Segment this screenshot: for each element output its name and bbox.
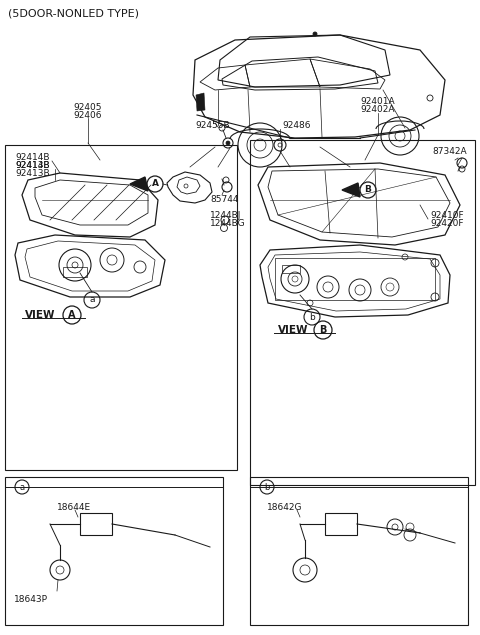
Bar <box>80 513 112 535</box>
Bar <box>5 477 223 625</box>
Text: 1244BJ: 1244BJ <box>210 210 241 220</box>
Text: 18643P: 18643P <box>14 596 48 605</box>
Text: 92413B: 92413B <box>15 168 49 178</box>
Circle shape <box>184 184 188 188</box>
Text: (5DOOR-NONLED TYPE): (5DOOR-NONLED TYPE) <box>8 8 139 18</box>
Text: VIEW: VIEW <box>278 325 309 335</box>
Text: A: A <box>152 180 158 189</box>
Text: 92402A: 92402A <box>361 105 395 114</box>
Text: B: B <box>365 185 372 194</box>
Bar <box>325 513 357 535</box>
Text: 18644E: 18644E <box>57 502 91 512</box>
Text: 1244BG: 1244BG <box>210 220 246 229</box>
Circle shape <box>219 125 225 131</box>
Bar <box>250 140 475 485</box>
Text: B: B <box>319 325 327 335</box>
Text: VIEW: VIEW <box>25 310 56 320</box>
Text: 92414B: 92414B <box>15 161 49 170</box>
Text: 92413B: 92413B <box>15 161 49 170</box>
Bar <box>282 265 300 273</box>
Text: 92486: 92486 <box>282 121 311 130</box>
Bar <box>63 267 87 277</box>
Bar <box>5 145 237 470</box>
Text: 92420F: 92420F <box>430 220 464 229</box>
Text: 92414B: 92414B <box>15 152 49 161</box>
Text: a: a <box>89 295 95 305</box>
Polygon shape <box>342 183 360 197</box>
Circle shape <box>226 141 230 145</box>
Text: b: b <box>309 312 315 321</box>
Text: 92406: 92406 <box>74 110 102 119</box>
Text: 87342A: 87342A <box>432 147 467 156</box>
Text: 92401A: 92401A <box>360 98 396 107</box>
Bar <box>250 477 468 625</box>
Text: a: a <box>19 483 24 491</box>
Polygon shape <box>196 93 205 111</box>
Text: 85744: 85744 <box>210 196 239 204</box>
Text: 18642G: 18642G <box>267 502 302 512</box>
Text: 92405: 92405 <box>74 102 102 112</box>
Bar <box>275 258 435 300</box>
Text: A: A <box>68 310 76 320</box>
Text: 92410F: 92410F <box>430 210 464 220</box>
Text: 92455B: 92455B <box>195 121 229 130</box>
Polygon shape <box>130 177 148 191</box>
Text: b: b <box>264 483 270 491</box>
Circle shape <box>313 32 317 36</box>
